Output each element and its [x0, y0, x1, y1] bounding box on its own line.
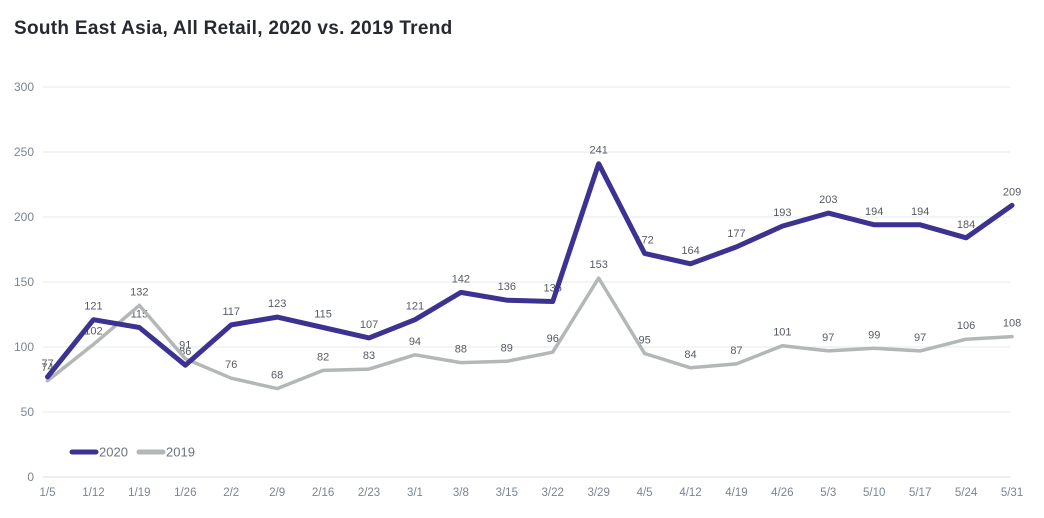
data-label-2019: 84	[684, 349, 696, 361]
x-axis-label: 5/31	[1001, 487, 1023, 499]
data-label-2020: 123	[268, 298, 286, 310]
data-label-2019: 68	[271, 370, 283, 382]
x-axis-label: 1/19	[128, 487, 150, 499]
data-label-2019: 82	[317, 351, 329, 363]
data-label-2019: 87	[730, 345, 742, 357]
x-axis-label: 3/22	[542, 487, 564, 499]
legend-label-2020: 2020	[99, 445, 128, 460]
x-axis-label: 4/19	[725, 487, 747, 499]
data-label-2019: 76	[225, 359, 237, 371]
x-axis-label: 5/10	[863, 487, 885, 499]
y-tick-label: 50	[21, 405, 35, 419]
x-axis-label: 1/5	[40, 487, 56, 499]
data-label-2020: 241	[589, 145, 607, 157]
x-axis-label: 1/12	[82, 487, 104, 499]
data-label-2020: 121	[406, 301, 424, 313]
x-axis-label: 1/26	[174, 487, 196, 499]
x-axis-label: 2/16	[312, 487, 334, 499]
data-label-2020: 177	[727, 228, 745, 240]
x-axis-label: 2/9	[269, 487, 285, 499]
data-label-2020: 164	[681, 245, 699, 257]
x-axis-label: 4/5	[637, 487, 653, 499]
x-axis-label: 5/17	[909, 487, 931, 499]
x-axis-label: 5/3	[820, 487, 836, 499]
data-label-2019: 106	[957, 320, 975, 332]
x-axis-label: 3/29	[587, 487, 609, 499]
legend-label-2019: 2019	[166, 445, 195, 460]
data-label-2020: 117	[222, 306, 240, 318]
x-axis-label: 3/8	[453, 487, 469, 499]
data-label-2020: 142	[452, 273, 470, 285]
data-label-2019: 99	[868, 329, 880, 341]
data-label-2019: 97	[822, 332, 834, 344]
data-label-2019: 108	[1003, 318, 1021, 330]
data-label-2020: 209	[1003, 186, 1021, 198]
y-tick-label: 150	[14, 275, 34, 289]
chart-title: South East Asia, All Retail, 2020 vs. 20…	[14, 18, 453, 39]
data-label-2019: 83	[363, 350, 375, 362]
data-label-2020: 107	[360, 319, 378, 331]
data-label-2019: 101	[773, 327, 791, 339]
data-label-2020: 115	[314, 309, 332, 321]
data-label-2019: 94	[409, 336, 421, 348]
y-tick-label: 200	[14, 210, 34, 224]
data-label-2020: 121	[84, 301, 102, 313]
data-label-2020: 194	[911, 206, 929, 218]
data-label-2019: 97	[914, 332, 926, 344]
y-tick-label: 300	[14, 80, 34, 94]
y-tick-label: 100	[14, 340, 34, 354]
data-label-2020: 77	[41, 358, 53, 370]
data-label-2020: 184	[957, 219, 975, 231]
data-label-2019: 89	[501, 342, 513, 354]
y-tick-label: 0	[27, 470, 34, 484]
data-label-2020: 193	[773, 207, 791, 219]
data-label-2020: 203	[819, 194, 837, 206]
series-line-2019	[45, 276, 1014, 391]
data-label-2020: 136	[498, 281, 516, 293]
data-label-2019: 95	[638, 335, 650, 347]
data-label-2019: 153	[589, 259, 607, 271]
data-label-2019: 88	[455, 344, 467, 356]
x-axis-label: 5/24	[955, 487, 978, 499]
data-label-2019: 132	[130, 286, 148, 298]
data-label-2019: 91	[179, 340, 191, 352]
x-axis-label: 2/23	[358, 487, 380, 499]
x-axis-label: 4/12	[679, 487, 701, 499]
series-line-2020	[45, 161, 1015, 380]
y-tick-label: 250	[14, 145, 34, 159]
x-axis-label: 4/26	[771, 487, 793, 499]
x-axis-label: 3/1	[407, 487, 423, 499]
x-axis-label: 3/15	[496, 487, 518, 499]
data-label-2019: 96	[547, 333, 559, 345]
data-label-2020: 194	[865, 206, 883, 218]
x-axis-label: 2/2	[223, 487, 239, 499]
